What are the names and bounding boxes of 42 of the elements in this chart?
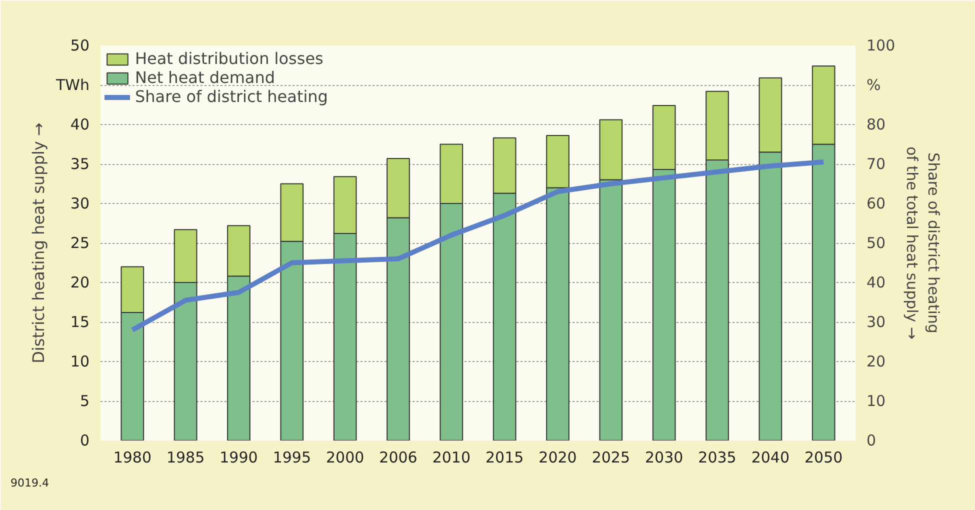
x-tick-label: 1980 [113,448,152,466]
y-tick-label: 5 [80,392,90,410]
x-tick-label: 2050 [804,448,843,466]
y2-tick-label: 20 [866,352,886,370]
y2-tick-label: 60 [866,194,886,212]
y-tick-label: 20 [70,274,90,292]
y2-tick-label: 100 [866,36,896,54]
y-tick-label: 35 [70,155,90,173]
x-tick-label: 1990 [220,448,258,466]
legend-label: Share of district heating [135,87,328,106]
y2-tick-label: 50 [866,234,886,252]
y-tick-label: 10 [70,352,90,370]
y2-tick-label: 10 [866,392,886,410]
y2-axis-title: Share of district heating of the total heat supply → [903,146,943,340]
y-tick-label: 0 [80,432,90,450]
legend-label: Heat distribution losses [135,49,324,68]
y-tick-label: 15 [70,313,90,331]
x-tick-label: 2025 [592,448,630,466]
y-tick-label: 30 [70,194,90,212]
y2-tick-label: % [866,76,881,94]
legend-label: Net heat demand [135,68,276,87]
y2-tick-label: 40 [866,274,886,292]
y-tick-label: 50 [70,36,90,54]
x-tick-label: 2030 [645,448,684,466]
x-tick-label: 2010 [432,448,471,466]
y-tick-label: 25 [70,234,90,252]
y2-tick-label: 80 [866,116,886,134]
y2-tick-label: 0 [866,432,876,450]
x-tick-label: 2015 [486,448,524,466]
y2-tick-label: 30 [866,313,886,331]
x-tick-label: 1995 [272,448,312,466]
text: 9019.4 [10,476,49,490]
y-tick-label: TWh [55,76,90,94]
y2-tick-label: 70 [866,155,886,173]
y-axis-title: District heating heat supply → [29,122,48,364]
x-tick-label: 2000 [326,448,364,466]
x-tick-label: 1985 [166,448,205,466]
x-tick-label: 2020 [538,448,577,466]
x-tick-label: 2006 [379,448,418,466]
y-tick-label: 40 [70,116,90,134]
x-tick-label: 2035 [698,448,736,466]
x-tick-label: 2040 [751,448,790,466]
